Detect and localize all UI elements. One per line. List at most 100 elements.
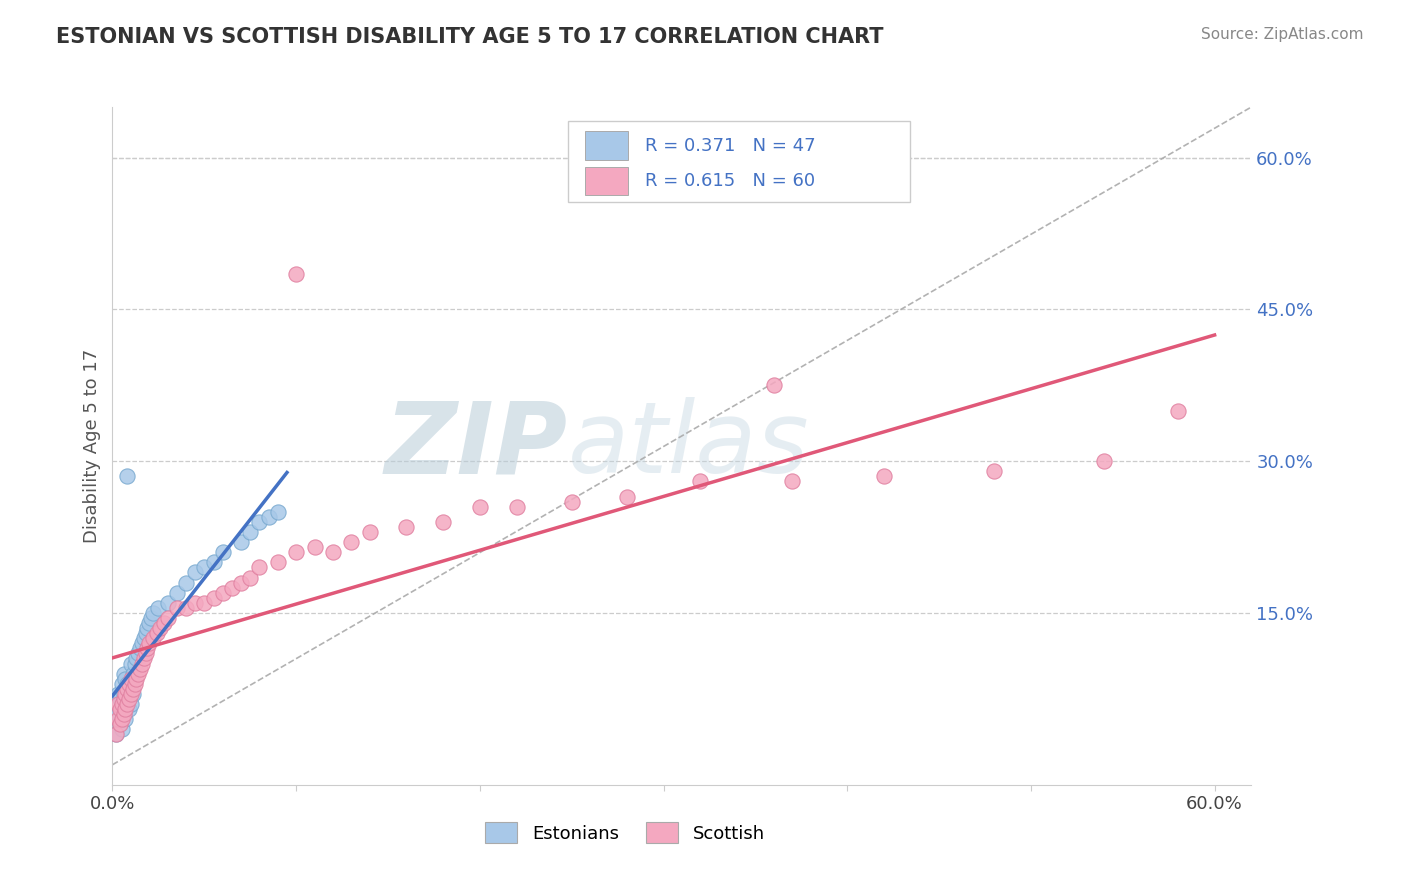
- Point: [111, 702, 134, 716]
- Point: [121, 681, 143, 696]
- Point: [108, 702, 131, 716]
- Point: [111, 677, 134, 691]
- Point: [505, 500, 527, 514]
- FancyBboxPatch shape: [585, 167, 628, 195]
- Point: [202, 555, 225, 569]
- Point: [166, 585, 188, 599]
- Point: [121, 687, 143, 701]
- Point: [114, 687, 136, 701]
- Point: [135, 626, 157, 640]
- Point: [132, 651, 155, 665]
- Point: [129, 662, 152, 676]
- Point: [1167, 403, 1189, 417]
- Point: [285, 545, 308, 559]
- Point: [120, 672, 142, 686]
- Point: [267, 505, 290, 519]
- Point: [239, 524, 262, 539]
- Point: [111, 723, 134, 737]
- Point: [142, 632, 165, 646]
- Point: [359, 524, 381, 539]
- Point: [340, 535, 363, 549]
- Point: [108, 717, 131, 731]
- Point: [112, 707, 135, 722]
- Point: [107, 687, 129, 701]
- Point: [689, 475, 711, 489]
- Point: [118, 692, 141, 706]
- Text: ZIP: ZIP: [385, 398, 568, 494]
- Point: [304, 540, 326, 554]
- Point: [148, 600, 170, 615]
- Point: [118, 702, 141, 716]
- Point: [115, 697, 138, 711]
- Point: [120, 657, 142, 671]
- Point: [202, 591, 225, 605]
- Point: [136, 641, 159, 656]
- Point: [285, 267, 308, 281]
- Text: R = 0.371   N = 47: R = 0.371 N = 47: [645, 136, 815, 154]
- Point: [107, 712, 129, 726]
- Point: [114, 672, 136, 686]
- Point: [111, 712, 134, 726]
- Point: [114, 702, 136, 716]
- Point: [114, 712, 136, 726]
- Point: [129, 641, 152, 656]
- Point: [762, 378, 785, 392]
- Legend: Estonians, Scottish: Estonians, Scottish: [478, 815, 772, 850]
- Point: [229, 575, 252, 590]
- Point: [211, 585, 233, 599]
- Point: [135, 647, 157, 661]
- Point: [142, 606, 165, 620]
- Point: [249, 560, 271, 574]
- Point: [873, 469, 896, 483]
- Point: [115, 697, 138, 711]
- Point: [153, 616, 176, 631]
- Point: [145, 626, 167, 640]
- Point: [127, 647, 149, 661]
- Point: [112, 666, 135, 681]
- Point: [468, 500, 491, 514]
- Point: [174, 600, 197, 615]
- Point: [257, 509, 280, 524]
- Point: [112, 692, 135, 706]
- Point: [132, 632, 155, 646]
- Point: [124, 657, 146, 671]
- Point: [108, 692, 131, 706]
- Point: [105, 727, 128, 741]
- Point: [395, 520, 418, 534]
- Point: [120, 677, 142, 691]
- Point: [193, 560, 215, 574]
- Point: [115, 469, 138, 483]
- Point: [174, 575, 197, 590]
- Point: [127, 666, 149, 681]
- Point: [561, 494, 583, 508]
- Point: [124, 677, 146, 691]
- Point: [112, 707, 135, 722]
- Point: [156, 611, 179, 625]
- Point: [111, 697, 134, 711]
- Point: [1092, 454, 1115, 468]
- Point: [322, 545, 344, 559]
- Point: [184, 566, 207, 580]
- Point: [780, 475, 803, 489]
- Point: [139, 611, 162, 625]
- Point: [125, 651, 148, 665]
- Point: [108, 717, 131, 731]
- FancyBboxPatch shape: [568, 120, 910, 202]
- Point: [105, 727, 128, 741]
- Point: [131, 636, 153, 650]
- Point: [125, 672, 148, 686]
- Point: [118, 677, 141, 691]
- Text: R = 0.615   N = 60: R = 0.615 N = 60: [645, 172, 815, 190]
- Point: [249, 515, 271, 529]
- Point: [229, 535, 252, 549]
- Point: [184, 596, 207, 610]
- Point: [983, 464, 1005, 478]
- Point: [107, 697, 129, 711]
- Point: [120, 687, 142, 701]
- Point: [149, 621, 172, 635]
- Point: [112, 687, 135, 701]
- Point: [138, 636, 160, 650]
- Point: [166, 600, 188, 615]
- Point: [115, 681, 138, 696]
- Point: [136, 621, 159, 635]
